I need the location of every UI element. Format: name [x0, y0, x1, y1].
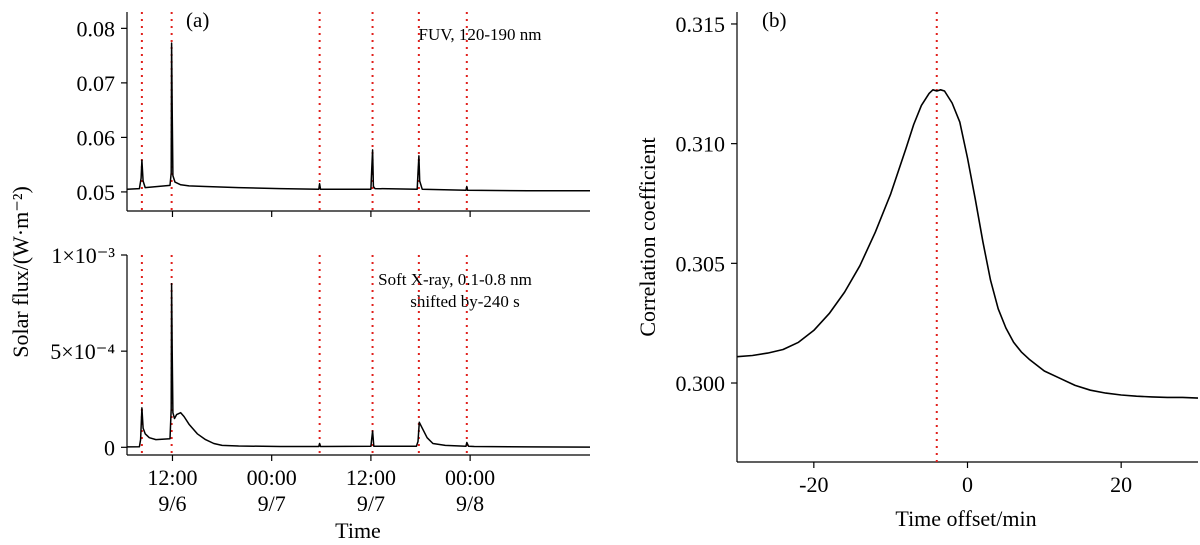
panel-b-ylabel: Correlation coefficient — [635, 137, 660, 336]
corr-ytick-label: 0.310 — [676, 132, 726, 157]
date-tick-label: 9/6 — [158, 491, 186, 516]
sxr-annotation: Soft X-ray, 0.1-0.8 nm shifted by-240 s — [378, 270, 532, 311]
fuv-ytick-label: 0.07 — [77, 71, 116, 96]
fuv-ytick-label: 0.05 — [77, 180, 116, 205]
corr-xtick-label: 0 — [962, 472, 973, 497]
fuv-annotation: FUV, 120-190 nm — [419, 25, 542, 44]
corr-ytick-label: 0.300 — [676, 371, 726, 396]
correlation-curve — [736, 89, 1199, 399]
panel-a-xlabel: Time — [335, 518, 381, 543]
fuv-ytick-label: 0.08 — [77, 16, 116, 41]
corr-xtick-label: 20 — [1110, 472, 1132, 497]
fuv-ytick-label: 0.06 — [77, 125, 116, 150]
sxr-subplot: Soft X-ray, 0.1-0.8 nm shifted by-240 s … — [50, 243, 591, 516]
sxr-annotation-line-2: shifted by-240 s — [410, 292, 520, 311]
panel-a-ylabel: Solar flux/(W·m⁻²) — [8, 186, 33, 358]
date-tick-label: 9/8 — [456, 491, 484, 516]
time-tick-label: 00:00 — [247, 465, 297, 490]
panel-b-label: (b) — [762, 8, 787, 32]
fuv-subplot: FUV, 120-190 nm 0.05 0.06 0.07 0.08 — [77, 12, 590, 217]
correlation-panel: (b) Correlation coefficient Time offset/… — [635, 8, 1199, 531]
sxr-ytick-label: 5×10⁻⁴ — [50, 339, 115, 364]
sxr-annotation-line-1: Soft X-ray, 0.1-0.8 nm — [378, 270, 532, 289]
date-tick-label: 9/7 — [258, 491, 286, 516]
corr-ytick-label: 0.315 — [676, 12, 726, 37]
time-tick-label: 00:00 — [445, 465, 495, 490]
fuv-annotation-line: FUV, 120-190 nm — [419, 25, 542, 44]
panel-b-xlabel: Time offset/min — [895, 506, 1036, 531]
time-tick-label: 12:00 — [346, 465, 396, 490]
corr-ytick-label: 0.305 — [676, 251, 726, 276]
fuv-series-line — [126, 42, 590, 192]
panel-a-label: (a) — [186, 8, 209, 32]
sxr-ytick-label: 0 — [104, 435, 115, 460]
corr-xtick-label: -20 — [799, 472, 828, 497]
sxr-series-line — [126, 283, 591, 448]
time-tick-label: 12:00 — [147, 465, 197, 490]
sxr-ytick-label: 1×10⁻³ — [51, 243, 115, 268]
date-tick-label: 9/7 — [357, 491, 385, 516]
